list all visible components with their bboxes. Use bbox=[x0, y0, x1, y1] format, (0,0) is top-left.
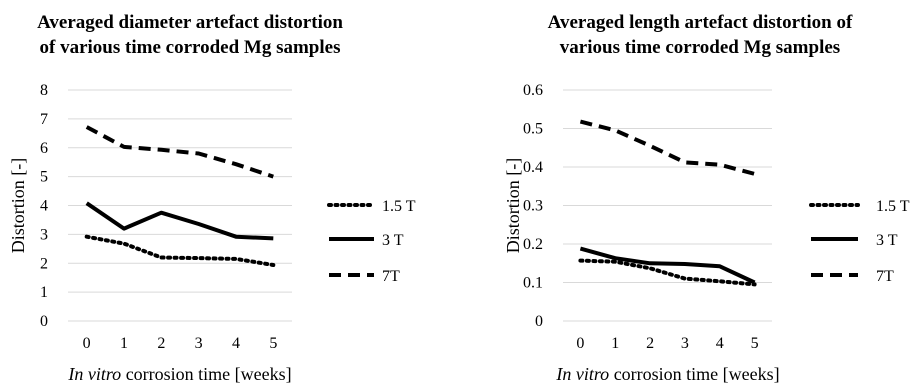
x-axis-label-rest: corrosion time [weeks] bbox=[121, 364, 291, 384]
y-tick-label: 0.3 bbox=[523, 198, 543, 215]
x-tick-label: 0 bbox=[576, 335, 584, 352]
y-axis-label: Distortion [-] bbox=[503, 158, 523, 253]
y-tick-label: 0 bbox=[535, 313, 543, 330]
x-tick-label: 3 bbox=[195, 335, 203, 352]
x-axis-label: In vitro corrosion time [weeks] bbox=[67, 364, 291, 384]
x-tick-label: 2 bbox=[157, 335, 165, 352]
diameter-distortion-chart: Averaged diameter artefact distortion of … bbox=[8, 12, 416, 384]
y-tick-label: 0.5 bbox=[523, 121, 543, 138]
chart-title-line: of various time corroded Mg samples bbox=[40, 37, 341, 58]
legend-label: 7T bbox=[876, 268, 894, 285]
legend-label: 3 T bbox=[382, 232, 404, 249]
y-tick-label: 0.1 bbox=[523, 275, 543, 292]
legend-label: 1.5 T bbox=[382, 198, 416, 215]
series-line-3t bbox=[85, 201, 274, 241]
chart-title-line: Averaged length artefact distortion of bbox=[548, 12, 853, 33]
y-tick-label: 0 bbox=[40, 313, 48, 330]
y-tick-label: 1 bbox=[40, 284, 48, 301]
legend-label: 7T bbox=[382, 268, 400, 285]
x-tick-label: 4 bbox=[232, 335, 240, 352]
series-line-1.5t bbox=[578, 258, 757, 287]
y-tick-label: 0.2 bbox=[523, 236, 543, 253]
x-axis-label-italic: In vitro bbox=[67, 364, 121, 384]
length-distortion-chart: Averaged length artefact distortion of va… bbox=[503, 12, 910, 384]
legend-label: 3 T bbox=[876, 232, 898, 249]
y-tick-label: 6 bbox=[40, 140, 48, 157]
y-tick-label: 8 bbox=[40, 82, 48, 99]
y-tick-label: 7 bbox=[40, 111, 48, 128]
y-tick-label: 5 bbox=[40, 169, 48, 186]
y-tick-label: 0.6 bbox=[523, 82, 543, 99]
chart-title-line: Averaged diameter artefact distortion bbox=[37, 12, 343, 33]
y-tick-label: 2 bbox=[40, 255, 48, 272]
x-tick-label: 5 bbox=[751, 335, 759, 352]
y-tick-label: 4 bbox=[40, 198, 48, 215]
series-line-1.5t bbox=[84, 234, 276, 267]
x-tick-label: 2 bbox=[646, 335, 654, 352]
x-tick-label: 0 bbox=[83, 335, 91, 352]
x-tick-label: 4 bbox=[716, 335, 724, 352]
x-tick-label: 3 bbox=[681, 335, 689, 352]
x-axis-label-italic: In vitro bbox=[555, 364, 609, 384]
chart-title-line: various time corroded Mg samples bbox=[560, 37, 840, 58]
y-tick-label: 3 bbox=[40, 226, 48, 243]
diameter-chart-panel: Averaged diameter artefact distortion of … bbox=[0, 0, 460, 386]
y-tick-label: 0.4 bbox=[523, 159, 543, 176]
x-tick-label: 1 bbox=[611, 335, 619, 352]
x-tick-label: 1 bbox=[120, 335, 128, 352]
series-line-7t bbox=[85, 125, 274, 179]
y-axis-label: Distortion [-] bbox=[8, 158, 28, 253]
length-chart-panel: Averaged length artefact distortion of va… bbox=[460, 0, 921, 386]
x-axis-label-rest: corrosion time [weeks] bbox=[609, 364, 779, 384]
series-line-3t bbox=[579, 246, 756, 285]
series-line-7t bbox=[579, 119, 756, 176]
legend-label: 1.5 T bbox=[876, 198, 910, 215]
x-tick-label: 5 bbox=[269, 335, 277, 352]
x-axis-label: In vitro corrosion time [weeks] bbox=[555, 364, 779, 384]
